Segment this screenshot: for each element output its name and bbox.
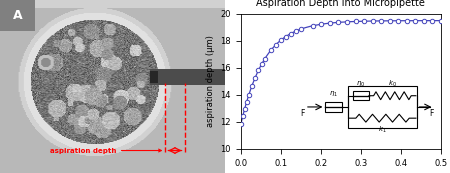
Bar bbox=[0, 0, 35, 31]
Text: B: B bbox=[233, 11, 242, 24]
Text: aspiration depth: aspiration depth bbox=[50, 148, 162, 153]
Text: A: A bbox=[13, 9, 22, 22]
Y-axis label: aspiration depth (μm): aspiration depth (μm) bbox=[206, 35, 215, 127]
Title: Aspiration Depth into Micropipette: Aspiration Depth into Micropipette bbox=[256, 0, 425, 7]
